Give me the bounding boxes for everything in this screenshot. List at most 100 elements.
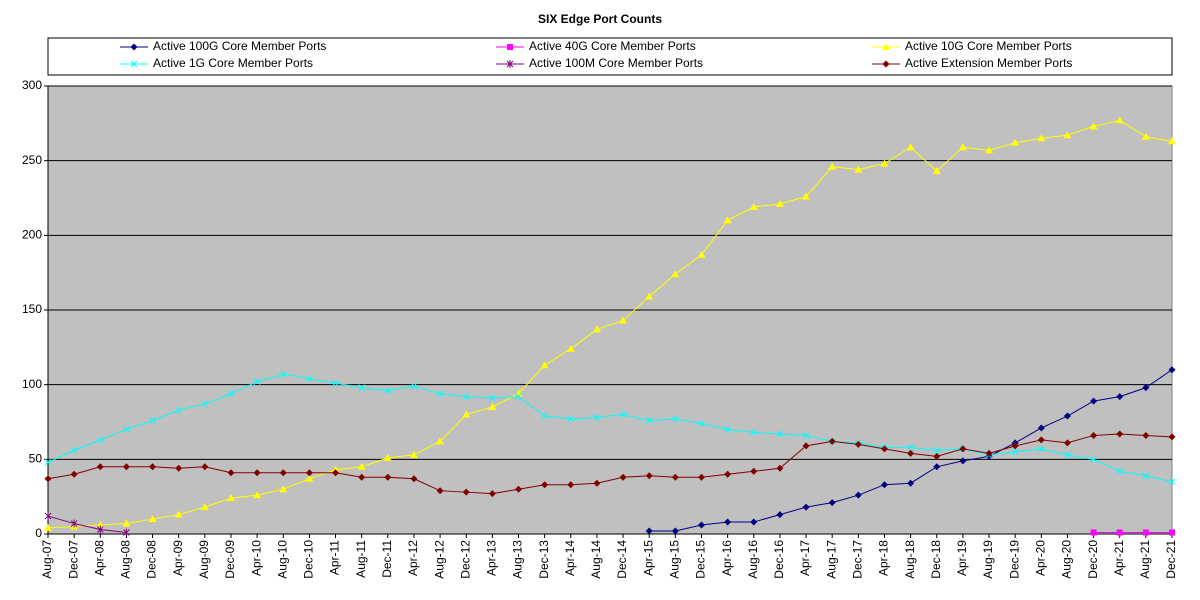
marker bbox=[1169, 529, 1175, 536]
marker bbox=[506, 60, 514, 68]
marker bbox=[96, 521, 105, 529]
marker bbox=[567, 415, 575, 423]
marker bbox=[436, 487, 444, 495]
x-tick-label: Aug-08 bbox=[119, 540, 133, 579]
marker bbox=[130, 43, 138, 51]
x-tick-label: Apr-21 bbox=[1112, 540, 1126, 576]
marker bbox=[750, 518, 758, 526]
marker bbox=[200, 503, 209, 511]
marker bbox=[645, 527, 653, 535]
series-line bbox=[47, 433, 1173, 495]
legend-box bbox=[47, 37, 1173, 76]
chart-title: SIX Edge Port Counts bbox=[538, 12, 662, 26]
marker bbox=[882, 60, 890, 68]
marker bbox=[541, 412, 549, 420]
marker bbox=[1142, 472, 1150, 480]
x-tick-label: Aug-18 bbox=[903, 540, 917, 579]
marker bbox=[1037, 445, 1045, 453]
marker bbox=[357, 462, 366, 470]
marker bbox=[279, 469, 287, 477]
marker bbox=[201, 463, 209, 471]
marker bbox=[44, 458, 52, 466]
x-tick-label: Apr-13 bbox=[485, 540, 499, 576]
y-tick-label: 0 bbox=[35, 526, 42, 540]
marker bbox=[227, 469, 235, 477]
marker bbox=[1115, 116, 1124, 124]
x-tick-label: Apr-15 bbox=[641, 540, 655, 576]
marker bbox=[227, 390, 235, 397]
x-tick-label: Dec-09 bbox=[223, 540, 237, 579]
marker bbox=[1011, 448, 1019, 456]
marker bbox=[305, 469, 313, 477]
marker bbox=[854, 440, 862, 448]
marker bbox=[1063, 412, 1071, 420]
x-tick-label: Aug-11 bbox=[354, 540, 368, 578]
marker bbox=[1063, 439, 1071, 447]
marker bbox=[96, 525, 104, 534]
marker bbox=[671, 527, 679, 535]
x-tick-label: Aug-19 bbox=[981, 540, 995, 579]
marker bbox=[776, 511, 784, 519]
marker bbox=[122, 463, 130, 471]
x-tick-label: Apr-19 bbox=[955, 540, 969, 576]
marker bbox=[750, 467, 758, 475]
y-tick-label: 50 bbox=[29, 452, 43, 466]
marker bbox=[1090, 431, 1098, 439]
marker bbox=[802, 442, 810, 450]
marker bbox=[96, 436, 104, 444]
marker bbox=[1141, 132, 1150, 140]
y-tick-label: 300 bbox=[22, 78, 42, 92]
marker bbox=[515, 393, 522, 400]
marker bbox=[436, 437, 445, 445]
y-tick-label: 200 bbox=[22, 228, 42, 242]
marker bbox=[985, 449, 993, 457]
x-tick-label: Apr-17 bbox=[798, 540, 812, 576]
marker bbox=[880, 445, 888, 453]
marker bbox=[1064, 451, 1071, 459]
x-tick-label: Aug-20 bbox=[1060, 540, 1074, 579]
marker bbox=[724, 470, 732, 478]
legend-label: Active 10G Core Member Ports bbox=[905, 39, 1072, 53]
marker bbox=[1168, 433, 1176, 441]
marker bbox=[671, 473, 679, 481]
legend-label: Active Extension Member Ports bbox=[905, 56, 1072, 70]
x-tick-label: Apr-10 bbox=[249, 540, 263, 576]
x-tick-label: Dec-21 bbox=[1164, 540, 1178, 579]
x-tick-label: Aug-10 bbox=[275, 540, 289, 579]
marker bbox=[697, 521, 705, 529]
marker bbox=[1037, 424, 1045, 432]
marker bbox=[515, 485, 523, 493]
marker bbox=[854, 165, 863, 173]
marker bbox=[907, 444, 914, 451]
marker bbox=[253, 378, 261, 386]
x-tick-label: Dec-08 bbox=[145, 540, 159, 579]
marker bbox=[175, 464, 183, 472]
marker bbox=[802, 503, 810, 511]
marker bbox=[130, 60, 138, 68]
marker bbox=[1090, 455, 1097, 463]
x-tick-label: Aug-21 bbox=[1138, 540, 1152, 579]
x-tick-label: Aug-07 bbox=[40, 540, 54, 579]
marker bbox=[776, 430, 784, 438]
marker bbox=[880, 159, 889, 167]
marker bbox=[44, 475, 52, 483]
x-tick-label: Apr-14 bbox=[563, 540, 577, 576]
marker bbox=[619, 473, 627, 481]
marker bbox=[1089, 122, 1098, 130]
marker bbox=[149, 463, 157, 471]
marker bbox=[907, 449, 915, 457]
marker bbox=[488, 403, 497, 411]
marker bbox=[1142, 529, 1149, 536]
marker bbox=[1142, 431, 1150, 439]
marker bbox=[724, 426, 731, 433]
marker bbox=[123, 528, 130, 537]
marker bbox=[1168, 366, 1176, 374]
marker bbox=[540, 361, 549, 369]
marker bbox=[697, 250, 706, 258]
marker bbox=[723, 216, 732, 224]
marker bbox=[306, 375, 313, 383]
x-tick-label: Aug-13 bbox=[511, 540, 525, 579]
marker bbox=[279, 370, 287, 378]
x-tick-label: Aug-09 bbox=[197, 540, 211, 579]
